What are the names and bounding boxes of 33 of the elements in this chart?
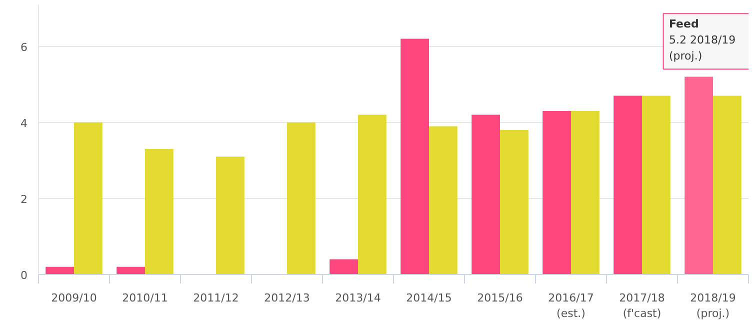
x-tick-label: 2011/12 [193,292,239,304]
bar [116,266,145,274]
bar [400,38,429,274]
bar [571,110,600,274]
bar [46,266,74,274]
bar [472,114,500,274]
bar [74,122,102,274]
x-tick-label: 2016/17 (est.) [548,292,594,320]
y-tick-label: 4 [20,116,28,130]
bar [614,96,642,274]
x-tick-label: 2010/11 [122,292,168,304]
bar [429,126,458,274]
bar [358,114,386,274]
annotation: Feed 5.2 2018/19 (proj.) [668,17,736,62]
y-tick-label: 6 [20,40,28,54]
x-tick-label: 2009/10 [51,292,97,304]
bar [216,156,244,274]
bar [500,130,528,274]
x-tick-label: 2018/19 (proj.) [690,292,736,320]
bar [642,96,670,274]
bar [713,96,742,274]
x-tick-label: 2012/13 [264,292,310,304]
y-tick-label: 2 [20,192,28,206]
x-tick-label: 2014/15 [406,292,452,304]
x-tick-label: 2015/16 [477,292,523,304]
x-tick-label: 2017/18 (f'cast) [619,292,665,320]
bar [145,149,174,274]
y-tick-label: 0 [20,269,28,282]
bar [542,110,571,274]
x-tick-label: 2013/14 [335,292,381,304]
bar [330,259,358,274]
bar [287,122,316,274]
bar [684,76,713,274]
